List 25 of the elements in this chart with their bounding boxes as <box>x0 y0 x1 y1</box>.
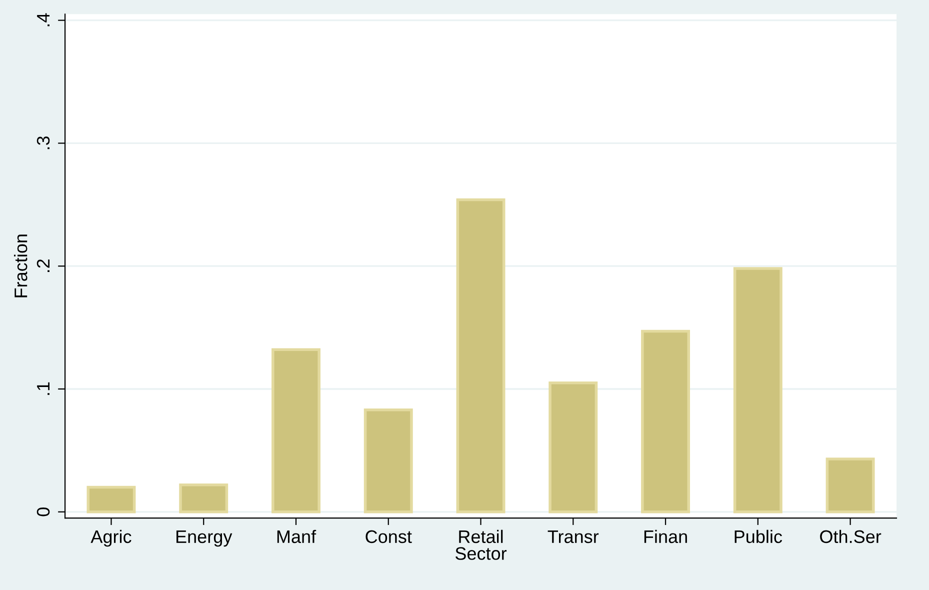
y-tick-label: .2 <box>36 259 50 272</box>
x-tick-label: Manf <box>277 530 316 544</box>
x-tick-label: Public <box>734 530 782 544</box>
x-axis-title: Sector <box>455 547 507 560</box>
bar <box>826 458 875 514</box>
bar <box>456 198 506 514</box>
bar <box>548 381 598 514</box>
y-tick-label: 0 <box>36 508 50 516</box>
x-tick-label: Agric <box>90 530 132 547</box>
bar <box>86 486 136 514</box>
x-tick-label: Transr <box>548 530 599 544</box>
x-tick-label: Const <box>366 530 412 544</box>
y-tick-label: .3 <box>36 136 50 150</box>
y-tick-label: .1 <box>37 382 50 395</box>
y-axis-title: Fraction <box>14 234 28 298</box>
x-tick-label: Finan <box>644 530 687 544</box>
bar <box>179 483 228 514</box>
x-tick-label: Energy <box>176 530 232 547</box>
bar <box>641 330 690 514</box>
x-tick-label: Retail <box>459 530 503 544</box>
x-tick-label: Oth.Ser <box>820 530 882 544</box>
y-tick-label: .4 <box>37 13 50 26</box>
bar <box>733 267 782 514</box>
bar <box>364 408 413 514</box>
bar <box>272 348 320 514</box>
